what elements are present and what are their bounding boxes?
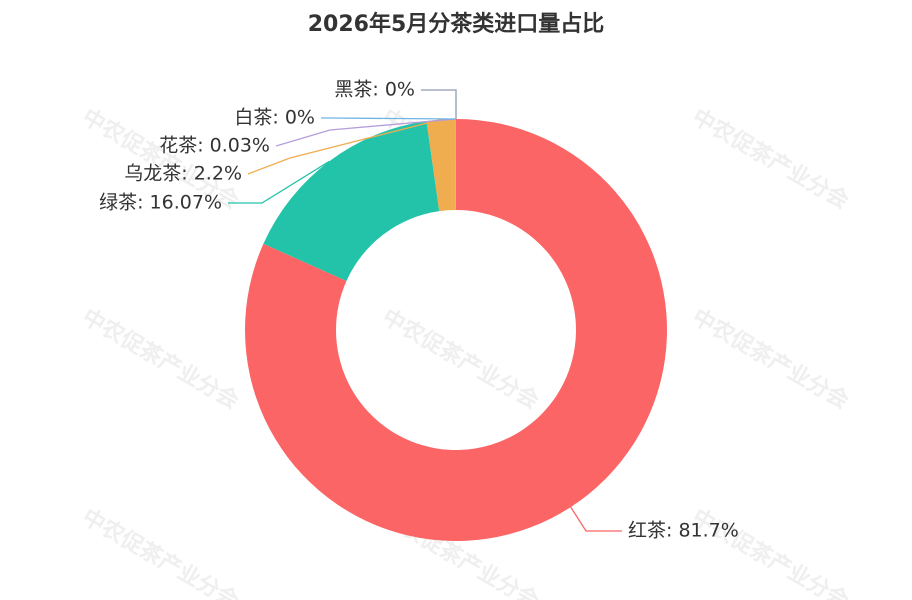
data-label: 白茶: 0% — [234, 107, 315, 129]
leader-line — [321, 117, 457, 120]
watermark: 中农促茶产业分会 — [78, 504, 243, 600]
watermark: 中农促茶产业分会 — [688, 104, 853, 215]
slice — [426, 119, 456, 212]
chart-title: 2026年5月分茶类进口量占比 — [308, 11, 605, 37]
data-label: 花茶: 0.03% — [159, 135, 270, 157]
leader-line — [228, 160, 330, 204]
data-label: 黑茶: 0% — [334, 79, 415, 101]
data-label: 绿茶: 16.07% — [99, 192, 222, 214]
watermark: 中农促茶产业分会 — [378, 304, 543, 415]
data-label: 乌龙茶: 2.2% — [124, 163, 242, 185]
leader-line — [421, 89, 457, 119]
watermark: 中农促茶产业分会 — [78, 304, 243, 415]
slice — [245, 119, 668, 541]
leader-line — [570, 506, 622, 532]
data-label: 红茶: 81.7% — [628, 520, 739, 542]
watermark: 中农促茶产业分会 — [688, 504, 853, 600]
leader-line — [247, 118, 442, 175]
slice — [263, 121, 440, 281]
leader-line — [275, 118, 456, 147]
watermark: 中农促茶产业分会 — [688, 304, 853, 415]
